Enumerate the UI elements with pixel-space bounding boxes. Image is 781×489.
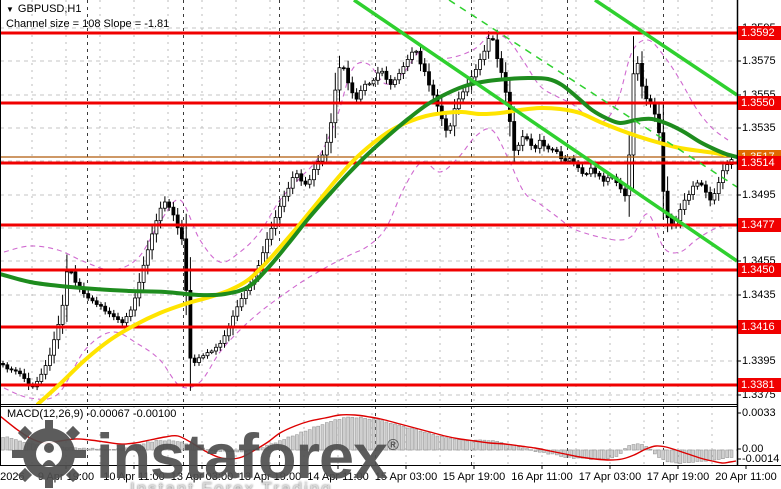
candles — [1, 29, 734, 391]
watermark-brand: instaforex® — [96, 422, 399, 489]
channel-info-label: Channel size = 108 Slope = -1.81 — [6, 18, 170, 30]
grid — [0, 0, 737, 465]
watermark-tagline: Instant Forex Trading — [130, 479, 333, 489]
symbol-title: GBPUSD,H1 — [17, 3, 82, 15]
chart-header: ▼ GBPUSD,H1 Channel size = 108 Slope = -… — [6, 3, 169, 30]
symbol-dropdown-icon[interactable]: ▼ — [6, 4, 14, 14]
macd-signal-line — [0, 414, 737, 464]
instaforex-watermark: instaforex® Instant Forex Trading — [10, 418, 399, 489]
gear-icon — [12, 420, 86, 488]
support-resistance-levels — [0, 31, 737, 387]
macd-histogram — [1, 416, 734, 464]
macd-indicator-label: MACD(12,26,9) -0.00067 -0.00100 — [7, 408, 177, 420]
regression-channel — [353, 0, 737, 263]
moving-averages — [0, 75, 737, 404]
pane-borders — [0, 0, 781, 469]
